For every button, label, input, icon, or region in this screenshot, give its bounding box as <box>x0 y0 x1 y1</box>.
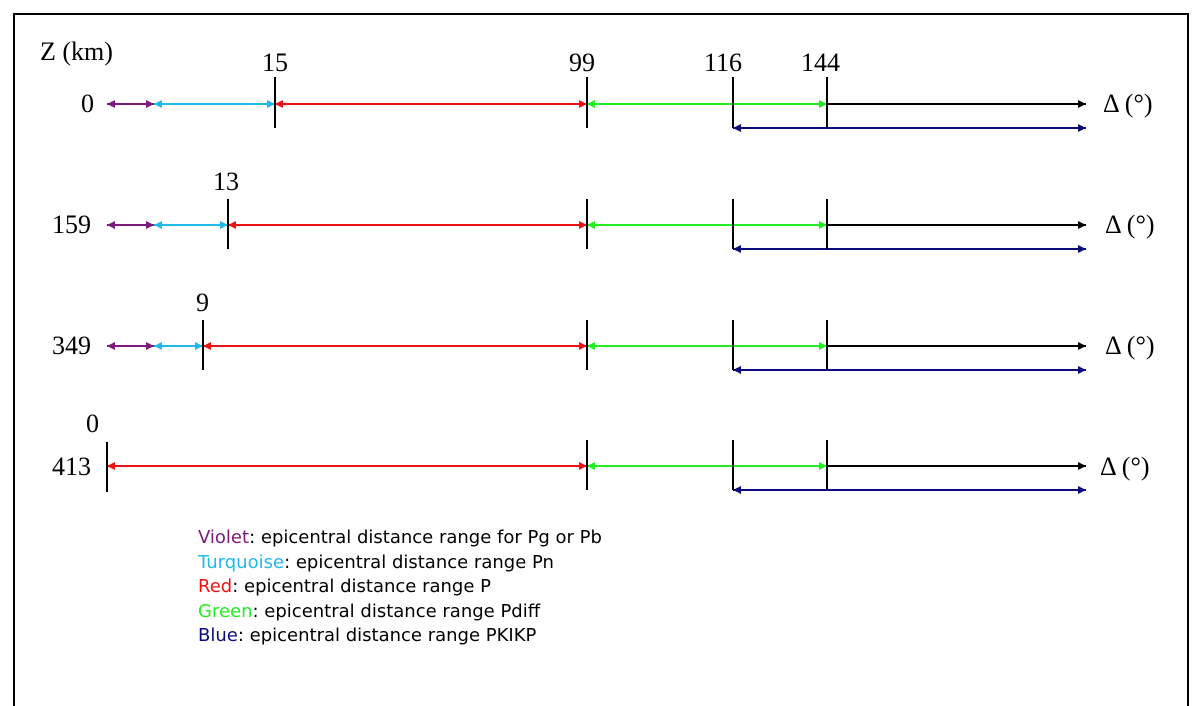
legend: Violet: epicentral distance range for Pg… <box>198 526 602 649</box>
depth-label: 349 <box>52 331 91 360</box>
tick-label-144: 144 <box>801 48 840 77</box>
row-depth-413: 0 413 Δ (°) <box>52 409 1150 494</box>
legend-color-name: Violet <box>198 527 250 548</box>
delta-label: Δ (°) <box>1103 89 1153 118</box>
delta-label: Δ (°) <box>1105 210 1155 239</box>
legend-item-violet: Violet: epicentral distance range for Pg… <box>198 526 602 551</box>
delta-label: Δ (°) <box>1105 331 1155 360</box>
depth-label: 159 <box>52 210 91 239</box>
tick-label-9: 9 <box>196 288 209 317</box>
tick-label-116: 116 <box>704 48 742 77</box>
diagram-frame <box>13 13 1189 706</box>
depth-label: 413 <box>52 452 91 481</box>
row-depth-159: 13 159 Δ (°) <box>52 167 1155 253</box>
row-depth-0: 15 99 116 144 0 Δ (°) <box>81 48 1153 132</box>
tick-label-0: 0 <box>86 409 99 438</box>
legend-description: : epicentral distance range for Pg or Pb <box>249 527 602 548</box>
depth-axis-label: Z (km) <box>40 37 113 66</box>
legend-description: : epicentral distance range P <box>232 576 491 597</box>
legend-color-name: Green <box>198 600 253 622</box>
row-depth-349: 9 349 Δ (°) <box>52 288 1155 374</box>
legend-item-blue: Blue: epicentral distance range PKIKP <box>198 624 602 649</box>
legend-item-turquoise: Turquoise: epicentral distance range Pn <box>198 551 602 576</box>
tick-label-99: 99 <box>569 48 595 77</box>
legend-item-red: Red: epicentral distance range P <box>198 575 602 600</box>
tick-label-15: 15 <box>262 48 288 77</box>
legend-description: : epicentral distance range Pdiff <box>252 600 541 622</box>
legend-color-name: Blue <box>198 625 238 646</box>
depth-label: 0 <box>81 89 94 118</box>
legend-color-name: Red <box>198 576 233 597</box>
delta-label: Δ (°) <box>1100 452 1150 481</box>
legend-item-green: Green: epicentral distance range Pdiff <box>198 600 602 625</box>
legend-description: : epicentral distance range PKIKP <box>237 625 537 646</box>
tick-label-13: 13 <box>213 167 239 196</box>
legend-color-name: Turquoise <box>198 551 285 573</box>
legend-description: : epicentral distance range Pn <box>284 551 554 573</box>
